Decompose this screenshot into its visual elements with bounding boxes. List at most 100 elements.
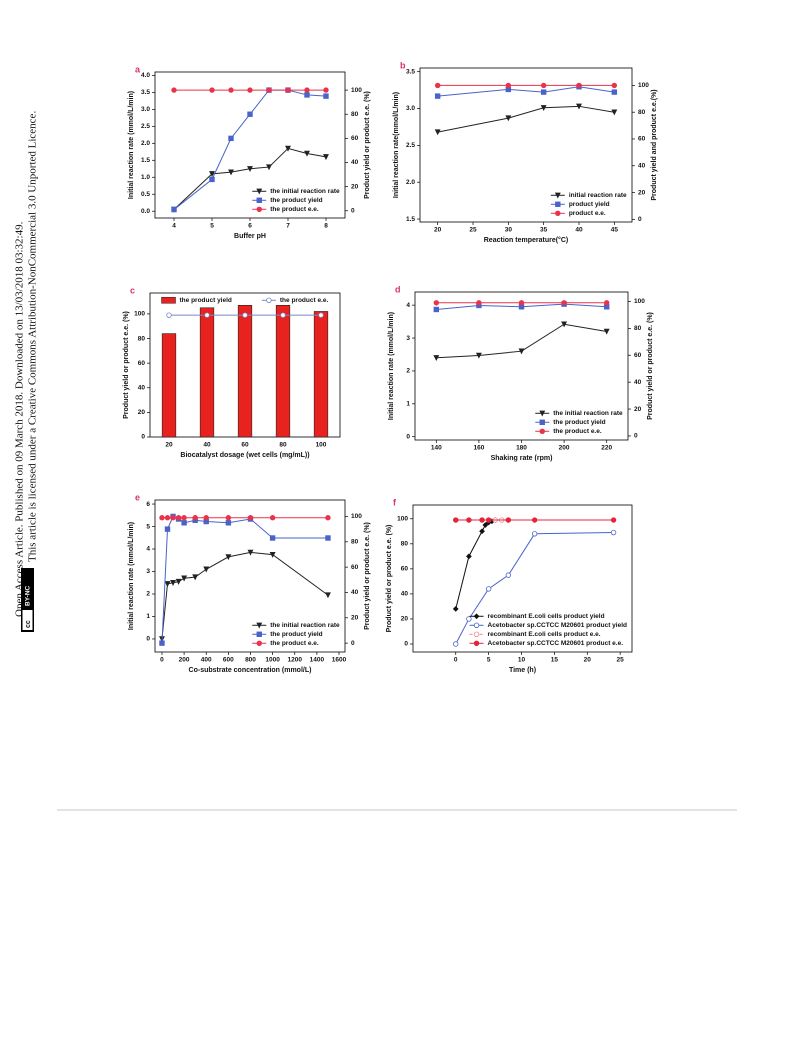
- legend: the initial reaction rate the product yie…: [535, 410, 623, 435]
- legend-item: recombinant E.coli cells product e.e.: [469, 631, 601, 638]
- marker: [256, 631, 262, 637]
- plot-frame: [154, 499, 346, 653]
- legend-label: product e.e.: [569, 210, 606, 217]
- legend-label: Acetobacter sp.CCTCC M20601 product yiel…: [488, 622, 627, 629]
- plot-frame: [412, 504, 633, 653]
- marker: [323, 93, 329, 99]
- marker: [475, 352, 482, 359]
- x-tick-label: 6: [248, 223, 252, 230]
- marker: [304, 92, 310, 98]
- marker: [555, 201, 561, 207]
- panel-label: a: [135, 64, 141, 74]
- y2-tick-label: 0: [634, 433, 638, 440]
- marker: [228, 87, 234, 93]
- y-tick-label: 2.5: [406, 142, 415, 149]
- marker: [505, 517, 512, 523]
- y-axis-label: Product yield or product e.e. (%): [386, 525, 393, 633]
- marker: [473, 622, 480, 628]
- x-tick-label: 40: [203, 442, 211, 449]
- marker: [228, 135, 234, 142]
- marker: [247, 549, 254, 556]
- legend-label: the initial reaction rate: [270, 622, 340, 629]
- badge-cc-box: [22, 610, 33, 630]
- y-tick-label: 1.5: [141, 157, 150, 164]
- legend-label: the product e.e.: [270, 206, 319, 213]
- marker: [540, 89, 547, 95]
- bar: [161, 333, 177, 438]
- legend-label: the initial reaction rate: [553, 410, 623, 417]
- y-tick-label: 2: [406, 368, 410, 375]
- marker: [610, 529, 617, 536]
- y2-tick-label: 40: [638, 162, 646, 169]
- marker: [540, 82, 547, 89]
- y2-tick-label: 100: [634, 298, 645, 305]
- marker: [576, 103, 582, 110]
- x-tick-label: 200: [559, 445, 570, 452]
- marker: [170, 515, 176, 521]
- legend-label: the product e.e.: [553, 428, 602, 435]
- marker: [159, 515, 165, 521]
- x-tick-label: 25: [469, 227, 477, 234]
- y-tick-label: 0: [141, 434, 145, 441]
- marker: [505, 115, 512, 122]
- marker: [181, 575, 188, 582]
- marker: [611, 89, 618, 95]
- y2-axis-label: Product yield and product e.e.(%): [651, 89, 658, 200]
- marker: [266, 297, 272, 303]
- x-tick-label: 30: [505, 227, 513, 234]
- x-tick-label: 180: [516, 445, 527, 452]
- marker: [269, 535, 276, 541]
- y-tick-label: 80: [138, 335, 146, 342]
- marker: [576, 82, 582, 89]
- marker: [170, 580, 176, 586]
- y2-tick-label: 80: [351, 111, 359, 118]
- legend-item: initial reaction rate: [550, 192, 627, 199]
- marker: [603, 328, 610, 335]
- x-tick-label: 15: [551, 657, 559, 664]
- marker: [531, 517, 538, 523]
- marker: [505, 82, 512, 89]
- legend: the initial reaction rate the product yie…: [252, 188, 340, 213]
- y-tick-label: 2: [146, 591, 150, 598]
- y-tick-label: 3.0: [141, 106, 150, 113]
- x-tick-label: 200: [179, 657, 190, 664]
- panel-label: d: [395, 284, 401, 294]
- marker: [192, 574, 199, 581]
- marker: [476, 300, 482, 306]
- badge-cc: cc: [25, 620, 32, 628]
- panel-label: e: [135, 492, 140, 502]
- marker: [518, 300, 525, 306]
- legend: the product yield the product e.e.: [161, 297, 328, 304]
- marker: [466, 553, 472, 560]
- x-tick-label: 1000: [265, 657, 280, 664]
- marker: [473, 613, 480, 620]
- y2-tick-label: 60: [634, 352, 642, 359]
- marker: [433, 300, 439, 306]
- x-tick-label: 8: [324, 223, 328, 230]
- y-tick-label: 3: [406, 335, 410, 342]
- x-tick-label: 45: [611, 227, 619, 234]
- marker: [181, 520, 187, 526]
- marker: [611, 109, 618, 116]
- legend-label: the product yield: [180, 297, 232, 304]
- y-tick-label: 3.5: [141, 89, 150, 96]
- legend: the initial reaction rate the product yie…: [252, 622, 340, 647]
- marker: [466, 616, 472, 622]
- marker: [166, 312, 172, 318]
- y-tick-label: 100: [397, 515, 408, 522]
- y-tick-label: 0: [406, 433, 410, 440]
- y2-tick-label: 100: [351, 513, 362, 520]
- legend-item: the product e.e.: [261, 297, 328, 304]
- x-tick-label: 20: [165, 442, 173, 449]
- marker: [453, 641, 459, 647]
- marker: [323, 87, 329, 93]
- marker: [203, 566, 210, 573]
- x-tick-label: 20: [584, 657, 592, 664]
- x-axis-label: Co-substrate concentration (mmol/L): [189, 667, 312, 674]
- y2-tick-label: 20: [634, 406, 642, 413]
- legend-item: the product e.e.: [252, 206, 319, 213]
- marker: [256, 188, 263, 195]
- x-tick-label: 100: [316, 442, 327, 449]
- x-axis-label: Biocatalyst dosage (wet cells (mg/mL)): [180, 452, 309, 459]
- legend-swatch: [161, 297, 176, 304]
